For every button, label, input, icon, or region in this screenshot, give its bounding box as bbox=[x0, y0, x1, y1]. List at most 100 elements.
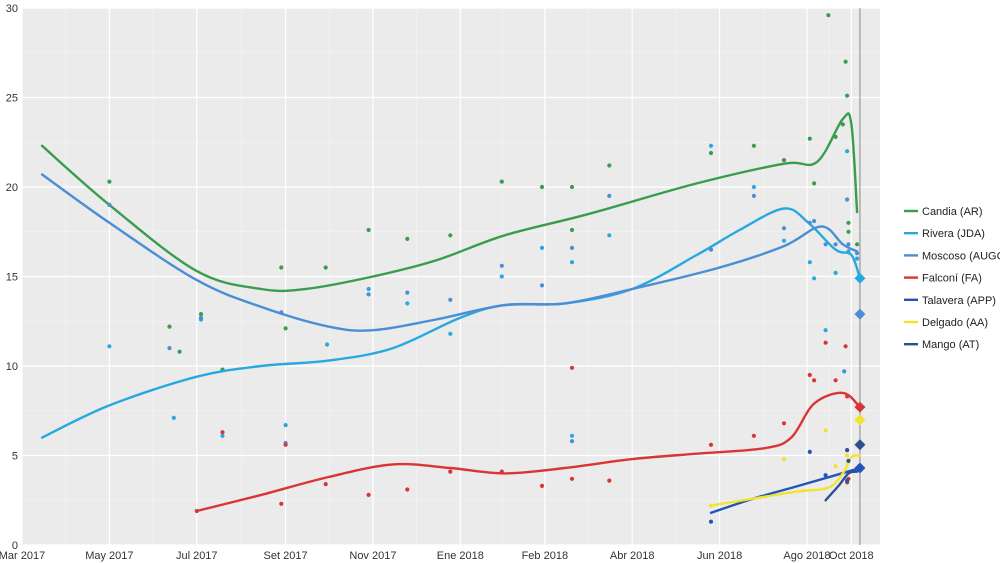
poll-point-rivera-jda bbox=[807, 260, 812, 265]
y-tick-label: 30 bbox=[6, 3, 18, 15]
legend-item-delgado-aa: Delgado (AA) bbox=[904, 317, 988, 329]
poll-point-rivera-jda bbox=[569, 433, 575, 438]
poll-point-candia-ar bbox=[448, 233, 453, 238]
poll-point-candia-ar bbox=[499, 179, 504, 184]
poll-point-rivera-jda bbox=[366, 286, 371, 292]
legend-label: Rivera (JDA) bbox=[922, 228, 985, 240]
legend-label: Delgado (AA) bbox=[922, 317, 988, 329]
poll-point-rivera-jda bbox=[751, 184, 757, 190]
poll-point-rivera-jda bbox=[325, 342, 330, 347]
poll-point-falconi-fa bbox=[833, 378, 838, 383]
poll-point-falconi-fa bbox=[539, 483, 545, 488]
poll-point-candia-ar bbox=[607, 163, 612, 168]
poll-point-moscoso-augc bbox=[366, 292, 371, 297]
poll-point-candia-ar bbox=[751, 143, 757, 148]
poll-point-candia-ar bbox=[846, 229, 851, 234]
poll-point-rivera-jda bbox=[448, 331, 453, 336]
y-axis: 0 5 10 15 20 25 30 bbox=[6, 3, 18, 552]
legend-item-mango-at: Mango (AT) bbox=[904, 339, 979, 351]
trend-line-candia-ar bbox=[40, 112, 859, 293]
poll-point-moscoso-augc bbox=[167, 346, 172, 351]
result-marker-rivera-jda bbox=[854, 272, 866, 284]
x-tick-label: Jun 2018 bbox=[697, 550, 742, 562]
poll-point-falconi-fa bbox=[807, 372, 812, 378]
poll-point-candia-ar bbox=[845, 93, 850, 98]
trend-line-moscoso-augc bbox=[40, 173, 859, 332]
poll-point-candia-ar bbox=[840, 122, 845, 127]
x-tick-label: Feb 2018 bbox=[522, 550, 568, 562]
poll-point-moscoso-augc bbox=[569, 245, 575, 250]
x-tick-label: Abr 2018 bbox=[610, 550, 655, 562]
poll-point-candia-ar bbox=[843, 59, 848, 64]
legend-label: Moscoso (AUGC) bbox=[922, 250, 1000, 262]
poll-point-moscoso-augc bbox=[448, 297, 453, 302]
poll-point-falconi-fa bbox=[366, 492, 371, 497]
poll-point-candia-ar bbox=[323, 265, 328, 270]
series-layer bbox=[40, 13, 866, 524]
poll-point-candia-ar bbox=[107, 179, 112, 184]
x-tick-label: Jul 2017 bbox=[176, 550, 218, 562]
result-marker-moscoso-augc bbox=[854, 308, 866, 320]
poll-point-moscoso-augc bbox=[198, 315, 204, 320]
poll-point-falconi-fa bbox=[569, 476, 575, 481]
poll-point-candia-ar bbox=[569, 184, 575, 190]
poll-point-moscoso-augc bbox=[107, 202, 112, 207]
poll-point-candia-ar bbox=[807, 136, 812, 141]
poll-point-falconi-fa bbox=[323, 482, 328, 487]
legend-item-talavera-app: Talavera (APP) bbox=[904, 295, 996, 307]
poll-point-moscoso-augc bbox=[807, 220, 812, 225]
legend-label: Mango (AT) bbox=[922, 339, 979, 351]
poll-point-talavera-app bbox=[823, 473, 828, 478]
poll-point-rivera-jda bbox=[708, 143, 714, 148]
series-candia-ar bbox=[40, 13, 860, 372]
poll-point-mango-at bbox=[845, 448, 850, 453]
poll-point-candia-ar bbox=[855, 242, 860, 247]
poll-point-moscoso-augc bbox=[781, 226, 787, 231]
poll-point-falconi-fa bbox=[823, 340, 828, 345]
series-falconi-fa bbox=[194, 340, 866, 514]
poll-point-falconi-fa bbox=[843, 344, 848, 349]
poll-point-falconi-fa bbox=[448, 469, 453, 474]
poll-point-candia-ar bbox=[167, 324, 172, 329]
x-tick-label: Set 2017 bbox=[264, 550, 308, 562]
result-marker-mango-at bbox=[854, 439, 866, 451]
poll-point-rivera-jda bbox=[107, 344, 112, 349]
poll-point-delgado-aa bbox=[845, 453, 850, 458]
legend-label: Talavera (APP) bbox=[922, 295, 996, 307]
x-tick-label: Ene 2018 bbox=[437, 550, 484, 562]
y-tick-label: 0 bbox=[12, 540, 18, 552]
poll-point-moscoso-augc bbox=[823, 242, 828, 247]
poll-point-candia-ar bbox=[708, 150, 714, 156]
poll-point-candia-ar bbox=[539, 184, 545, 190]
poll-point-moscoso-augc bbox=[539, 283, 545, 288]
legend-label: Falconí (FA) bbox=[922, 273, 982, 285]
poll-point-delgado-aa bbox=[833, 464, 838, 469]
poll-point-candia-ar bbox=[781, 158, 787, 163]
legend-label: Candia (AR) bbox=[922, 206, 983, 218]
poll-point-rivera-jda bbox=[569, 260, 575, 265]
poll-point-rivera-jda bbox=[405, 301, 410, 306]
poll-point-candia-ar bbox=[826, 13, 831, 18]
trend-line-mango-at bbox=[824, 470, 859, 502]
legend: Candia (AR) Rivera (JDA) Moscoso (AUGC) Fal… bbox=[904, 206, 1000, 351]
poll-point-moscoso-augc bbox=[751, 193, 757, 198]
y-tick-label: 10 bbox=[6, 361, 18, 373]
poll-point-moscoso-augc bbox=[812, 218, 817, 224]
poll-point-rivera-jda bbox=[845, 149, 850, 154]
poll-point-falconi-fa bbox=[812, 378, 817, 383]
poll-point-moscoso-augc bbox=[845, 197, 850, 202]
poll-point-rivera-jda bbox=[781, 238, 787, 243]
trend-line-delgado-aa bbox=[709, 454, 862, 507]
poll-point-moscoso-augc bbox=[499, 263, 504, 268]
series-delgado-aa bbox=[708, 414, 866, 508]
x-tick-label: Mar 2017 bbox=[0, 550, 45, 562]
poll-point-delgado-aa bbox=[781, 457, 787, 462]
result-marker-delgado-aa bbox=[854, 414, 866, 426]
x-axis: Mar 2017 May 2017 Jul 2017 Set 2017 Nov 2017… bbox=[0, 550, 874, 562]
poll-point-moscoso-augc bbox=[708, 247, 714, 252]
poll-point-moscoso-augc bbox=[846, 242, 851, 247]
poll-point-falconi-fa bbox=[279, 501, 284, 506]
poll-point-falconi-fa bbox=[708, 442, 714, 447]
poll-point-candia-ar bbox=[569, 227, 575, 233]
poll-point-candia-ar bbox=[405, 236, 410, 241]
